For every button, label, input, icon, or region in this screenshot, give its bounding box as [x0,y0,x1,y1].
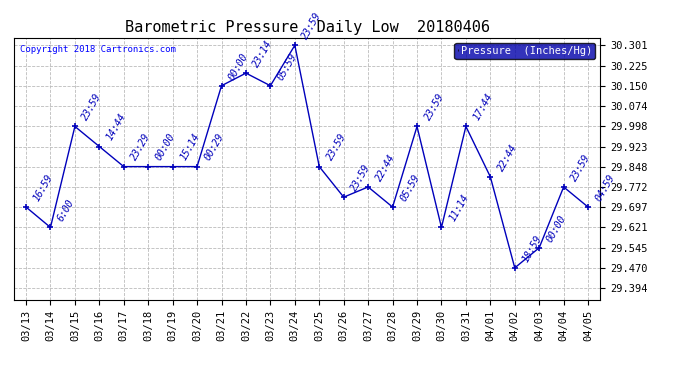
Text: 11:14: 11:14 [447,193,471,223]
Text: 05:59: 05:59 [398,172,422,203]
Text: 00:00: 00:00 [545,213,568,244]
Text: 23:59: 23:59 [569,152,593,183]
Text: 23:59: 23:59 [422,92,446,122]
Text: 14:44: 14:44 [105,112,128,142]
Text: 23:59: 23:59 [349,162,373,193]
Text: 16:59: 16:59 [32,172,55,203]
Text: 00:00: 00:00 [154,132,177,162]
Text: 22:44: 22:44 [374,152,397,183]
Text: 05:59: 05:59 [276,51,299,81]
Text: Copyright 2018 Cartronics.com: Copyright 2018 Cartronics.com [19,45,175,54]
Text: 04:59: 04:59 [593,172,617,203]
Text: 23:14: 23:14 [252,39,275,69]
Text: 18:59: 18:59 [520,233,544,264]
Text: 23:59: 23:59 [300,10,324,41]
Text: 23:29: 23:29 [129,132,152,162]
Text: 00:00: 00:00 [227,51,250,81]
Text: 23:59: 23:59 [81,92,104,122]
Text: 15:14: 15:14 [178,132,201,162]
Title: Barometric Pressure  Daily Low  20180406: Barometric Pressure Daily Low 20180406 [125,20,489,35]
Text: 23:59: 23:59 [325,132,348,162]
Text: 00:29: 00:29 [203,132,226,162]
Text: 6:00: 6:00 [56,198,77,223]
Text: 17:44: 17:44 [471,92,495,122]
Text: 22:44: 22:44 [496,142,520,172]
Legend: Pressure  (Inches/Hg): Pressure (Inches/Hg) [455,43,595,59]
